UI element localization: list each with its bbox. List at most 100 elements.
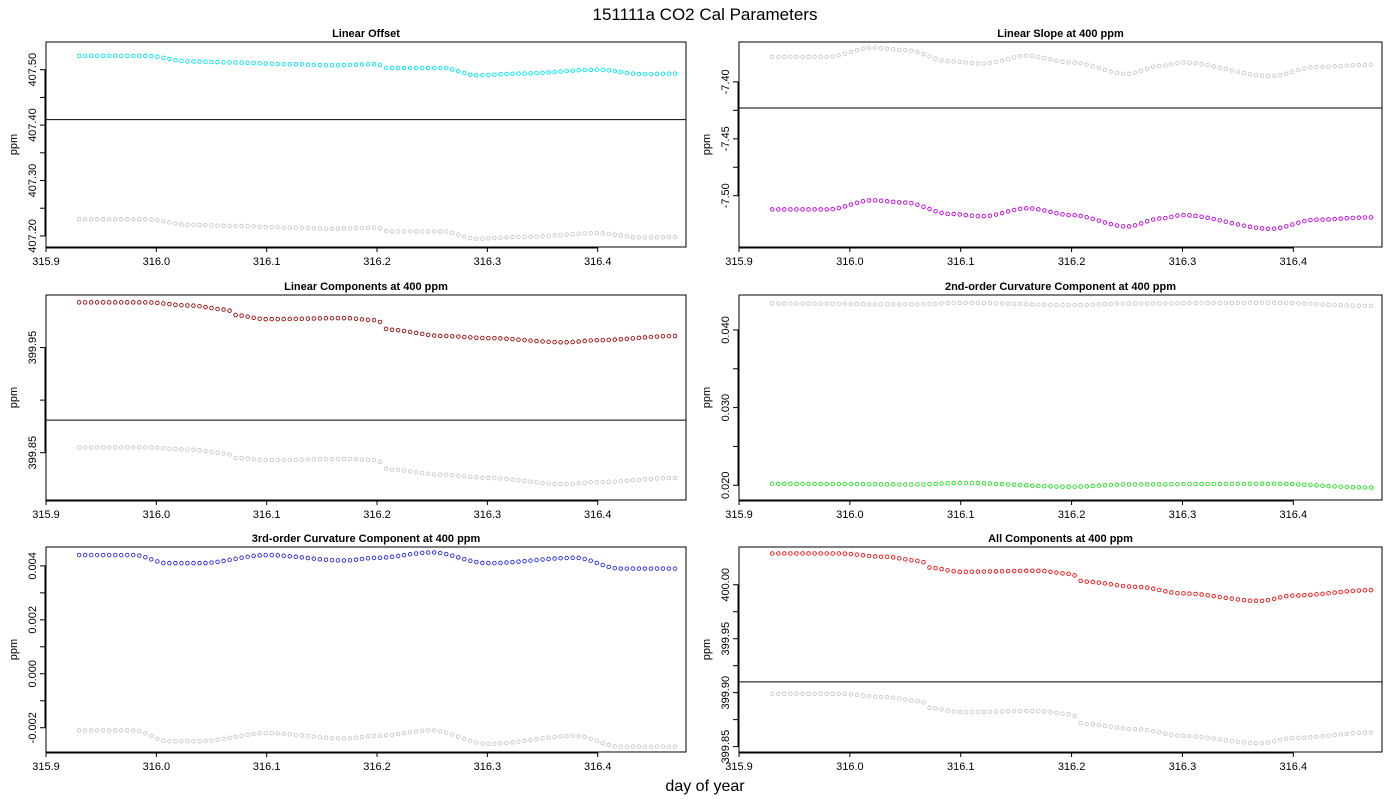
data-point	[897, 302, 902, 307]
data-point	[118, 552, 124, 558]
data-point	[776, 54, 781, 60]
data-point	[347, 456, 353, 462]
data-point	[558, 232, 563, 238]
data-point	[812, 301, 817, 306]
data-point	[1084, 721, 1089, 727]
data-point	[824, 207, 829, 212]
data-point	[945, 568, 950, 573]
data-point	[106, 552, 112, 558]
data-point	[353, 557, 359, 562]
data-point	[1132, 223, 1138, 228]
data-point	[854, 552, 860, 557]
data-point	[1114, 725, 1120, 730]
data-point	[666, 234, 672, 240]
data-point	[510, 336, 515, 342]
series-2	[76, 445, 678, 487]
data-point	[143, 300, 148, 305]
data-point	[112, 728, 118, 733]
data-point	[866, 45, 872, 51]
data-point	[648, 334, 654, 340]
data-point	[1036, 54, 1041, 59]
data-point	[552, 556, 557, 561]
data-point	[975, 709, 981, 715]
data-point	[1368, 587, 1374, 593]
data-point	[921, 204, 926, 209]
data-point	[209, 449, 214, 455]
data-point	[137, 445, 142, 450]
data-point	[335, 558, 341, 563]
data-point	[794, 481, 799, 487]
data-point	[323, 735, 329, 741]
data-point	[251, 224, 256, 229]
data-point	[1290, 300, 1295, 306]
data-point	[173, 302, 178, 308]
data-point	[437, 65, 443, 71]
data-point	[582, 231, 587, 236]
data-point	[179, 447, 184, 452]
data-point	[1290, 69, 1295, 75]
data-point	[1066, 711, 1071, 717]
data-point	[173, 738, 178, 744]
data-point	[437, 333, 443, 339]
data-point	[335, 226, 341, 231]
data-point	[770, 54, 775, 60]
data-point	[1235, 481, 1241, 487]
x-tick-label: 316.3	[474, 256, 502, 268]
data-point	[203, 222, 208, 228]
data-point	[981, 61, 987, 66]
data-point	[987, 213, 993, 218]
data-point	[377, 459, 383, 465]
data-point	[999, 210, 1005, 216]
data-point	[1169, 732, 1174, 738]
data-point	[203, 59, 208, 64]
data-point	[1108, 221, 1114, 227]
data-point	[341, 558, 347, 563]
data-point	[672, 71, 678, 76]
data-point	[498, 336, 503, 341]
data-point	[806, 691, 811, 696]
data-point	[1362, 588, 1368, 593]
data-point	[884, 554, 890, 560]
data-point	[1320, 734, 1325, 739]
data-point	[921, 482, 926, 487]
x-tick-label: 316.0	[836, 509, 864, 521]
data-point	[118, 300, 124, 305]
data-point	[468, 738, 473, 744]
data-point	[1096, 218, 1102, 223]
data-point	[131, 300, 136, 305]
data-point	[1259, 481, 1265, 486]
data-point	[245, 554, 250, 559]
data-point	[419, 229, 425, 234]
data-point	[1229, 300, 1235, 306]
data-point	[1271, 300, 1277, 306]
data-point	[594, 738, 599, 744]
series-1	[76, 300, 678, 345]
data-point	[890, 47, 896, 52]
data-point	[776, 207, 781, 212]
data-point	[1356, 730, 1362, 736]
data-point	[540, 339, 545, 344]
data-point	[1060, 302, 1065, 308]
data-point	[486, 475, 491, 481]
data-point	[1217, 481, 1222, 487]
data-point	[1114, 582, 1120, 588]
data-point	[233, 312, 238, 318]
data-point	[1048, 57, 1053, 62]
data-point	[149, 557, 154, 562]
data-point	[1157, 482, 1162, 487]
x-tick-label: 316.2	[1058, 256, 1086, 268]
data-point	[431, 229, 437, 234]
x-tick-label: 316.2	[363, 509, 391, 521]
data-point	[654, 334, 660, 339]
data-point	[1284, 481, 1289, 487]
data-point	[419, 470, 425, 476]
data-point	[1368, 730, 1374, 735]
data-point	[1368, 485, 1374, 490]
data-point	[522, 558, 527, 564]
y-tick-label: 407.30	[27, 164, 39, 198]
x-tick-label: 316.1	[253, 509, 281, 521]
data-point	[239, 223, 244, 229]
data-point	[534, 70, 539, 76]
data-point	[1157, 587, 1162, 593]
data-point	[660, 744, 666, 749]
